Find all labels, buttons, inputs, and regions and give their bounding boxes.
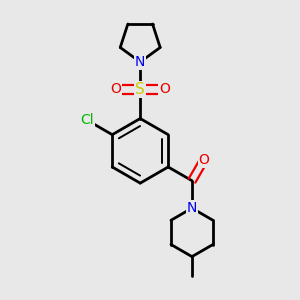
Text: O: O (110, 82, 122, 96)
Text: S: S (135, 82, 145, 97)
Text: N: N (135, 55, 146, 69)
Text: O: O (159, 82, 170, 96)
Text: N: N (187, 201, 197, 215)
Text: O: O (199, 153, 209, 167)
Text: Cl: Cl (80, 113, 94, 127)
